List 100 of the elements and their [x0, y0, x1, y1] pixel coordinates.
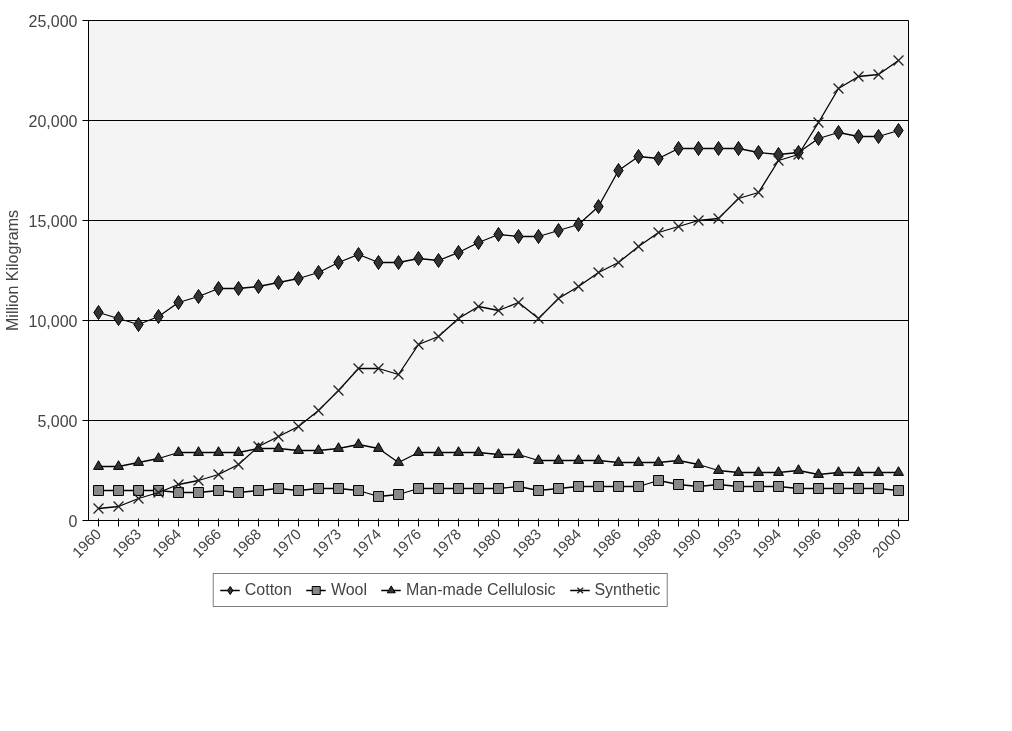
point	[773, 466, 784, 476]
point	[793, 483, 804, 494]
point	[613, 481, 624, 492]
point	[873, 129, 884, 144]
point	[413, 483, 424, 494]
point	[193, 487, 204, 498]
point	[233, 487, 244, 498]
legend-label: Synthetic	[594, 580, 661, 600]
point	[813, 468, 824, 478]
point	[712, 212, 725, 225]
point	[213, 446, 224, 456]
point	[332, 384, 345, 397]
point	[393, 255, 404, 270]
point	[753, 481, 764, 492]
point	[453, 483, 464, 494]
point	[392, 368, 405, 381]
point	[512, 296, 525, 309]
point	[313, 265, 324, 280]
point	[733, 481, 744, 492]
point	[473, 446, 484, 456]
point	[653, 475, 664, 486]
point	[793, 464, 804, 474]
y-axis-title: Million Kilograms	[3, 210, 21, 331]
point	[533, 454, 544, 464]
point	[173, 295, 184, 310]
y-tick-label: 25,000	[28, 12, 78, 30]
point	[812, 116, 825, 129]
legend-label: Cotton	[244, 580, 292, 600]
point	[853, 466, 864, 476]
point	[273, 275, 284, 290]
point	[853, 483, 864, 494]
point	[333, 255, 344, 270]
point	[553, 223, 564, 238]
point	[612, 256, 625, 269]
point	[472, 300, 485, 313]
point	[153, 452, 164, 462]
point	[632, 240, 645, 253]
point	[473, 483, 484, 494]
point	[293, 444, 304, 454]
point	[633, 481, 644, 492]
point	[633, 456, 644, 466]
point	[673, 454, 684, 464]
point	[253, 279, 264, 294]
point	[333, 483, 344, 494]
point	[313, 483, 324, 494]
point	[192, 474, 205, 487]
point	[553, 483, 564, 494]
point	[452, 312, 465, 325]
point	[693, 141, 704, 156]
point	[733, 141, 744, 156]
point	[373, 255, 384, 270]
point	[453, 446, 464, 456]
point	[413, 251, 424, 266]
point	[653, 151, 664, 166]
point	[233, 446, 244, 456]
point	[373, 442, 384, 452]
point	[892, 54, 905, 67]
point	[653, 456, 664, 466]
point	[413, 446, 424, 456]
point	[773, 481, 784, 492]
point	[873, 483, 884, 494]
point	[692, 214, 705, 227]
point	[293, 485, 304, 496]
point	[753, 145, 764, 160]
y-tick-label: 15,000	[28, 212, 78, 230]
y-tick-label: 5,000	[37, 412, 78, 430]
point	[513, 481, 524, 492]
point	[753, 466, 764, 476]
point	[373, 491, 384, 502]
y-tick-label: 20,000	[28, 112, 78, 130]
point	[493, 448, 504, 458]
point	[313, 444, 324, 454]
point	[273, 442, 284, 452]
point	[93, 460, 104, 470]
point	[193, 289, 204, 304]
point	[292, 420, 305, 433]
point	[193, 446, 204, 456]
point	[93, 485, 104, 496]
point	[113, 311, 124, 326]
point	[713, 141, 724, 156]
point	[113, 460, 124, 470]
point	[872, 68, 885, 81]
point	[212, 468, 225, 481]
point	[172, 478, 185, 491]
point	[832, 82, 845, 95]
point	[593, 481, 604, 492]
point	[433, 253, 444, 268]
point	[153, 309, 164, 324]
point	[353, 438, 364, 448]
point	[833, 483, 844, 494]
point	[272, 430, 285, 443]
point	[493, 227, 504, 242]
point	[393, 489, 404, 500]
point	[393, 456, 404, 466]
point	[133, 456, 144, 466]
legend-label: Wool	[330, 580, 368, 600]
point	[893, 466, 904, 476]
point	[233, 281, 244, 296]
point	[613, 163, 624, 178]
point	[173, 487, 184, 498]
